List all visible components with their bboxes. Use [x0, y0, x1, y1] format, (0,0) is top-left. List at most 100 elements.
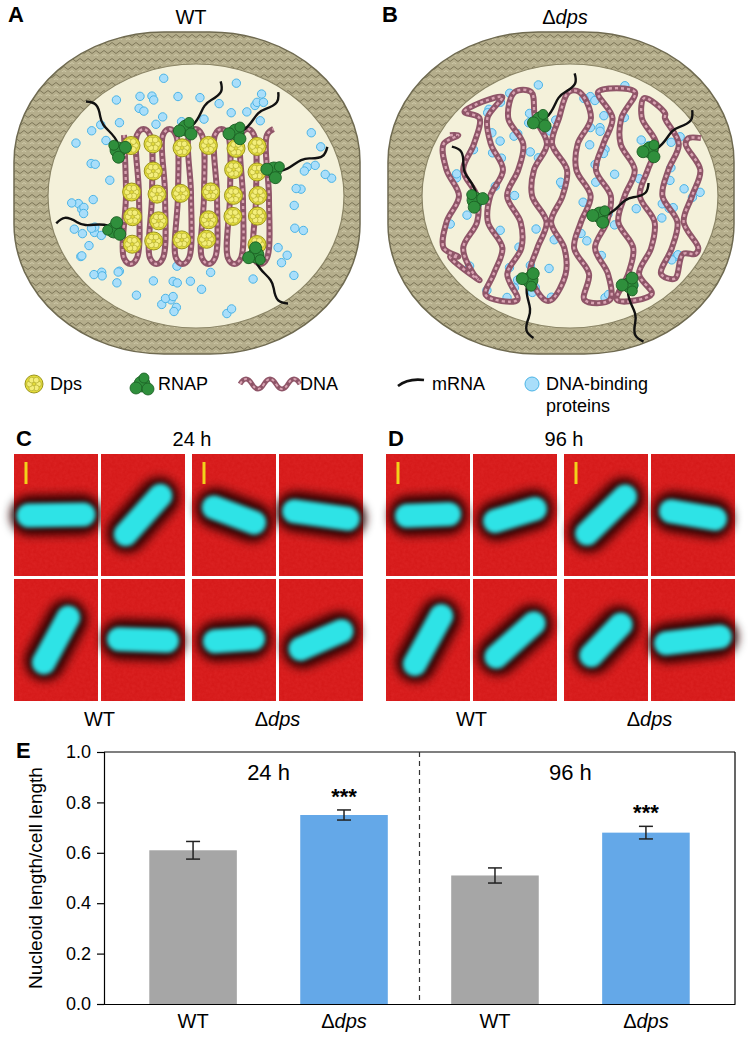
nucleoid [653, 623, 734, 656]
dps-sub [153, 234, 159, 240]
cytoplasm [422, 64, 718, 328]
rnap-blob [172, 124, 186, 138]
dna-binding-protein [300, 167, 308, 175]
micrograph-tile [276, 579, 366, 701]
dna-binding-protein [186, 277, 194, 285]
error-stem [343, 810, 345, 820]
dna-binding-protein [160, 74, 168, 82]
bar [149, 850, 237, 1004]
rnap-blob [117, 139, 133, 155]
rnap [221, 79, 281, 152]
dps-body [200, 211, 218, 229]
error-bar [337, 810, 351, 820]
dna-binding-protein [299, 226, 307, 234]
dna-binding-protein [256, 117, 264, 125]
dna-binding-protein [243, 108, 251, 116]
rnap [635, 97, 695, 170]
dna-binding-protein [290, 271, 298, 279]
dps [172, 184, 190, 202]
dps-sub [132, 237, 138, 243]
y-axis-line [97, 753, 105, 1005]
dps [123, 235, 141, 253]
dps [249, 187, 267, 205]
rnap-blob [183, 117, 195, 129]
dna-binding-protein [290, 201, 298, 209]
tile-grain [192, 454, 276, 576]
dps-body [124, 208, 142, 226]
tile-grain [651, 579, 735, 701]
dna-binding-protein [85, 241, 93, 249]
dna-binding-protein [72, 139, 80, 147]
cell-halo [388, 493, 468, 536]
x-axis-line [105, 1004, 736, 1005]
rnap-blob [234, 121, 247, 134]
y-tick: 0.0 [66, 994, 104, 1014]
dps [248, 137, 266, 155]
cell-image [276, 606, 366, 675]
dps-sub [156, 187, 162, 193]
dps [224, 207, 242, 225]
scale-bar [203, 462, 206, 484]
bar [602, 833, 690, 1004]
dna-binding-protein [658, 214, 666, 222]
dna-binding-protein [132, 291, 140, 299]
dna-binding-protein [534, 81, 542, 89]
dps-sub [132, 210, 138, 216]
dna-binding-protein [106, 176, 114, 184]
dps [124, 208, 142, 226]
cell-image [18, 592, 95, 688]
panel-label: C [16, 426, 32, 451]
dps-sub [232, 210, 238, 216]
dna-binding-protein [257, 90, 265, 98]
cell-halo [276, 606, 366, 675]
dna-binding-protein [307, 129, 315, 137]
cell-halo [274, 489, 369, 541]
mrna [657, 103, 695, 156]
rnap [500, 264, 567, 339]
frame-right [734, 752, 735, 1004]
y-tick-label: 0.0 [66, 994, 91, 1014]
error-cap [337, 809, 351, 811]
dna-binding-protein [87, 127, 95, 135]
dps [173, 231, 191, 249]
dps-body [224, 207, 242, 225]
dna-binding-protein [206, 268, 214, 276]
dps [198, 230, 216, 248]
tile-background [101, 579, 185, 701]
tile-grain [14, 454, 98, 576]
rnap [232, 239, 307, 306]
mrna [607, 173, 650, 226]
dna-binding-protein [291, 224, 299, 232]
dna [443, 88, 701, 303]
rnap-blob [465, 188, 479, 202]
dna-binding-protein [78, 229, 86, 237]
nucleoid [202, 626, 266, 654]
dna-binding-protein [70, 225, 78, 233]
rnap-blob [240, 250, 256, 266]
rnap-blob [526, 116, 540, 130]
dps-sub [130, 139, 136, 145]
cell-image [650, 489, 736, 542]
group-label: 24 h [247, 760, 290, 785]
y-tick-mark [97, 903, 104, 904]
tile-grain [473, 454, 557, 576]
rnap-blob [598, 204, 612, 218]
dna-binding-protein [463, 211, 471, 219]
dps-body [172, 184, 190, 202]
cell-image [560, 470, 652, 561]
dna-binding-protein [140, 107, 148, 115]
tile-background [651, 454, 735, 576]
dna-binding-protein [114, 268, 122, 276]
nucleoid [107, 627, 180, 654]
rnap-blob [142, 383, 154, 395]
dps-sub [131, 185, 137, 191]
rnap-blob [101, 224, 114, 237]
dps [202, 183, 220, 201]
rnap-blob [272, 160, 286, 174]
rnap-blob [267, 169, 284, 186]
nucleoid [28, 601, 85, 678]
legend-label: mRNA [432, 374, 485, 394]
dps-sub [152, 137, 158, 143]
dps-sub [210, 185, 216, 191]
y-axis-title: Nucleoid length/cell length [25, 767, 46, 989]
